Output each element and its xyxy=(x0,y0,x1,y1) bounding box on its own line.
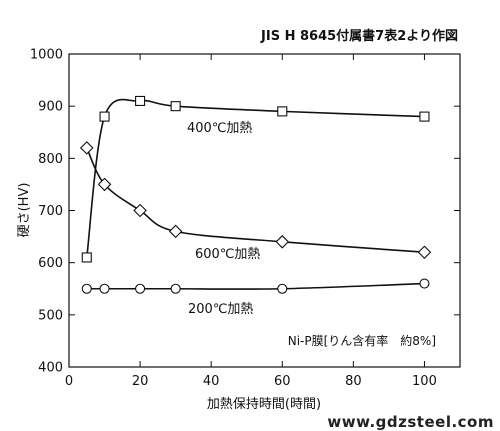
y-tick-label: 500 xyxy=(38,308,63,323)
composition-note: Ni-P膜[りん含有率 約8%] xyxy=(288,333,436,348)
series-label-600: 600℃加熱 xyxy=(195,247,260,262)
y-tick-label: 1000 xyxy=(30,48,63,63)
circle-marker xyxy=(277,283,288,294)
series-line-1 xyxy=(86,147,425,254)
plot-frame xyxy=(68,53,461,368)
circle-marker xyxy=(135,283,146,294)
square-marker xyxy=(99,111,110,122)
diamond-marker xyxy=(417,245,432,260)
square-marker xyxy=(135,95,146,106)
diamond-marker xyxy=(97,177,112,192)
x-axis-title: 加熱保持時間(時間) xyxy=(207,397,321,412)
x-tick-label: 0 xyxy=(65,374,73,389)
diamond-marker xyxy=(133,203,147,218)
circle-marker xyxy=(419,278,430,289)
diamond-marker xyxy=(168,224,183,239)
y-tick-label: 700 xyxy=(38,204,63,219)
y-tick-label: 400 xyxy=(38,361,63,376)
series-line-0 xyxy=(85,98,425,258)
diamond-marker xyxy=(79,141,94,155)
series-label-400: 400℃加熱 xyxy=(187,121,252,136)
circle-marker xyxy=(170,283,181,294)
x-tick-label: 40 xyxy=(203,374,220,389)
x-tick-label: 100 xyxy=(412,374,437,389)
x-tick-label: 80 xyxy=(345,374,362,389)
x-tick-label: 20 xyxy=(132,374,149,389)
square-marker xyxy=(170,101,181,112)
diamond-marker xyxy=(275,235,290,249)
y-axis-title: 硬さ(HV) xyxy=(17,183,32,238)
y-tick-label: 900 xyxy=(38,100,63,115)
square-marker xyxy=(419,111,430,122)
source-note: JIS H 8645付属書7表2より作図 xyxy=(260,28,458,44)
circle-marker xyxy=(99,283,110,294)
circle-marker xyxy=(81,283,92,294)
watermark: www.gdzsteel.com xyxy=(327,413,494,431)
y-tick-label: 800 xyxy=(38,152,63,167)
series-label-200: 200℃加熱 xyxy=(188,302,253,317)
y-tick-label: 600 xyxy=(38,256,63,271)
square-marker xyxy=(81,252,92,263)
axis-ticks: 0 20 40 60 80 100 400 500 600 700 800 900 1000 xyxy=(30,48,460,389)
series-markers xyxy=(79,95,432,294)
x-tick-label: 60 xyxy=(274,374,291,389)
square-marker xyxy=(277,106,288,117)
